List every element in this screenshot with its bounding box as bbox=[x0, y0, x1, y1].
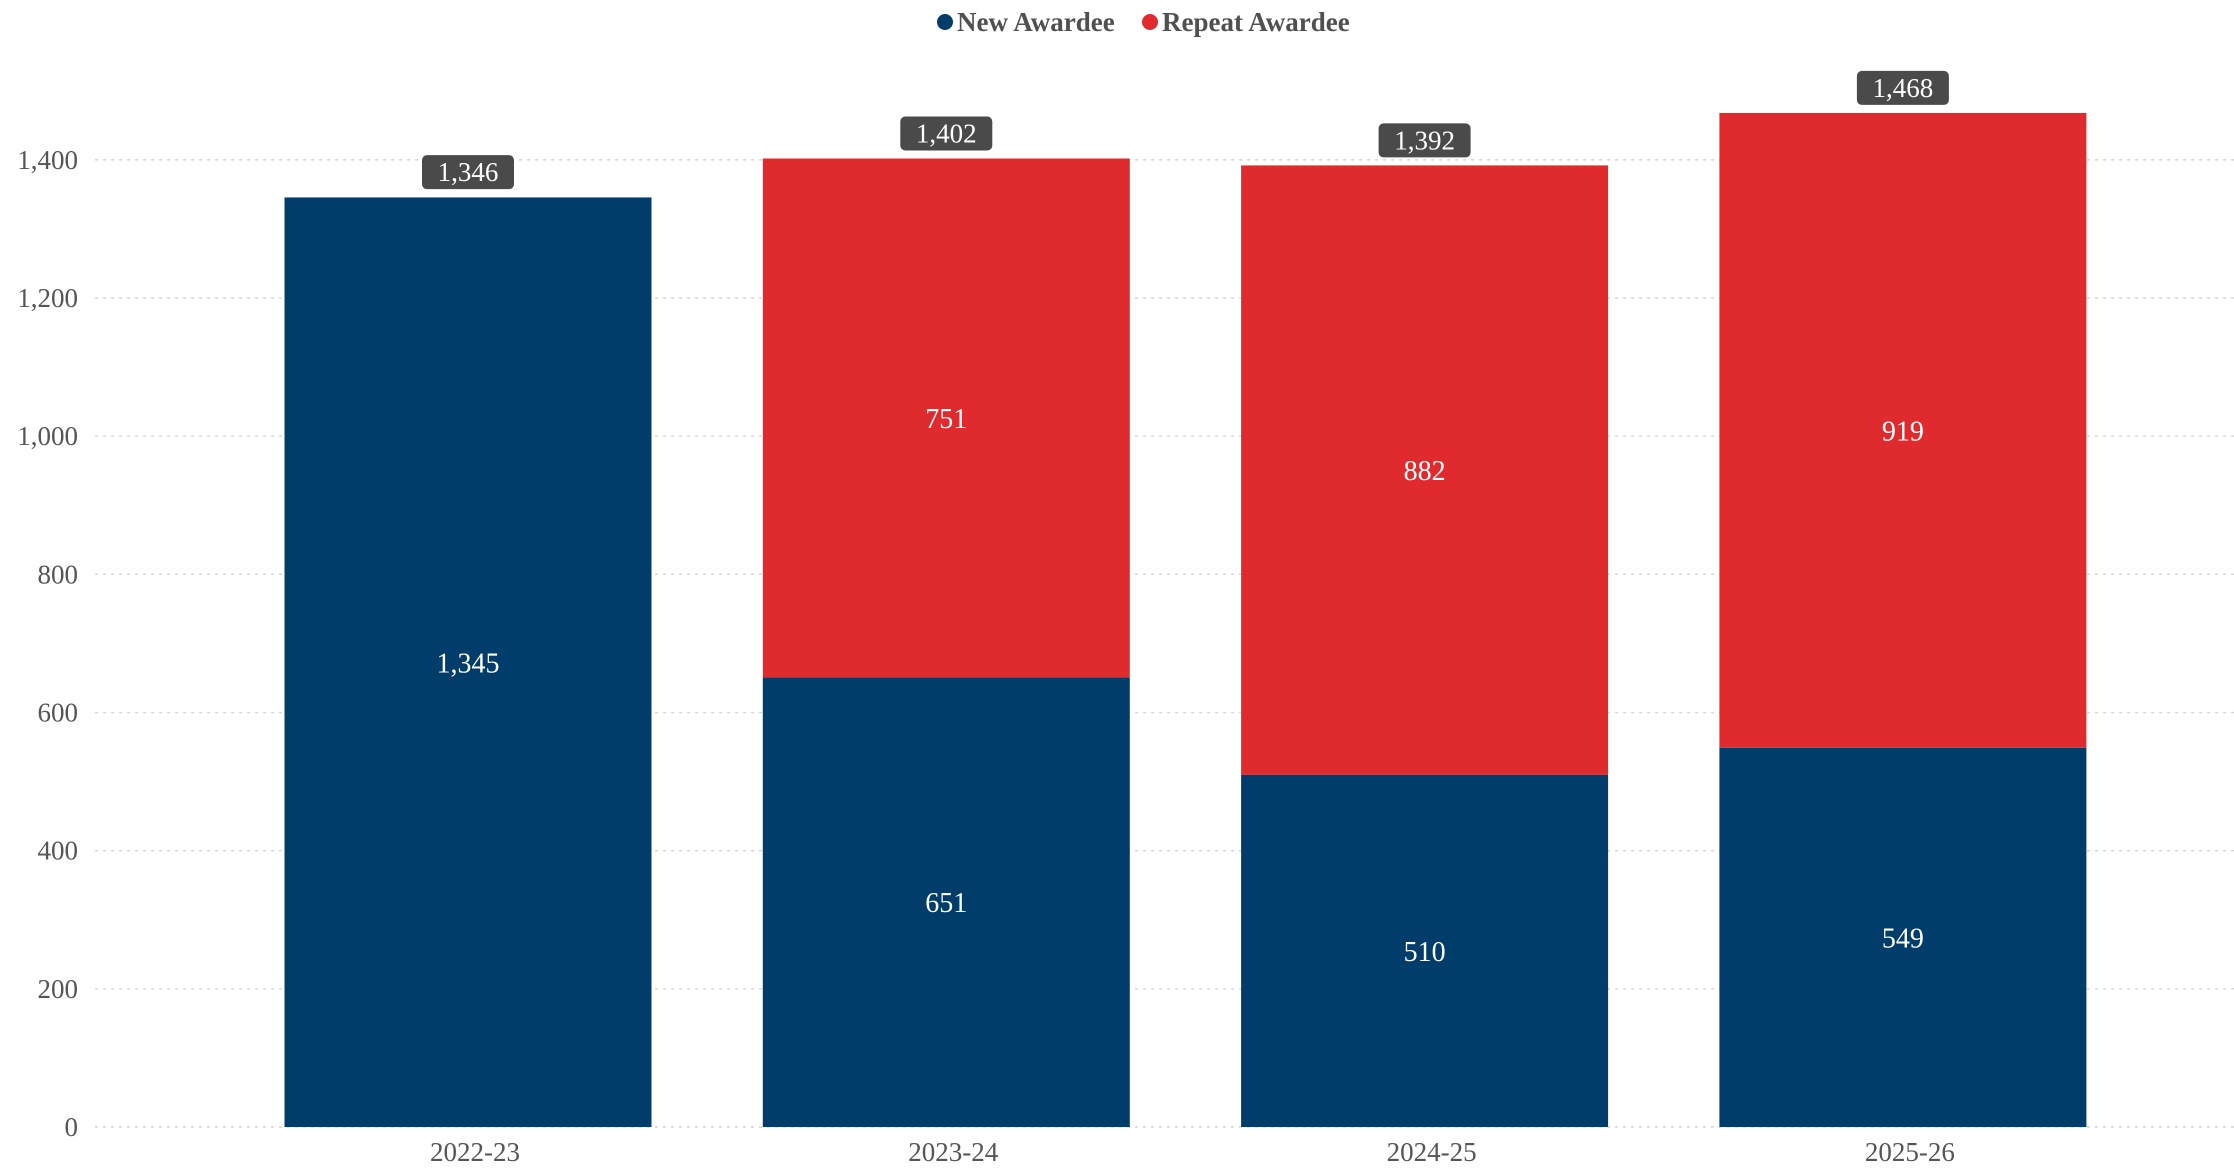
data-label: 751 bbox=[925, 404, 967, 435]
data-label: 651 bbox=[925, 888, 967, 919]
total-label: 1,392 bbox=[1394, 125, 1455, 155]
legend-marker bbox=[1142, 14, 1158, 30]
y-tick-label: 1,000 bbox=[17, 421, 78, 451]
x-tick-label: 2025-26 bbox=[1865, 1137, 1955, 1167]
y-tick-label: 1,400 bbox=[17, 145, 78, 175]
bar-segment-repeat-awardee bbox=[1241, 165, 1609, 775]
data-label: 919 bbox=[1882, 416, 1924, 447]
y-tick-label: 200 bbox=[38, 974, 79, 1004]
x-axis-ticks: 2022-23 2023-24 2024-25 2025-26 bbox=[430, 1137, 1955, 1167]
bar-segment-repeat-awardee bbox=[762, 158, 1130, 678]
bar-segment-repeat-awardee bbox=[1719, 112, 2087, 748]
y-tick-label: 1,200 bbox=[17, 283, 78, 313]
total-badge bbox=[1856, 70, 1949, 105]
y-tick-label: 800 bbox=[38, 559, 79, 589]
x-tick-label: 2023-24 bbox=[908, 1137, 998, 1167]
total-badge bbox=[900, 116, 993, 151]
x-tick-label: 2024-25 bbox=[1387, 1137, 1477, 1167]
bars bbox=[284, 112, 2087, 1127]
legend-label: New Awardee bbox=[957, 7, 1115, 37]
total-label: 1,468 bbox=[1873, 73, 1934, 103]
bar-segment-new-awardee bbox=[1241, 774, 1609, 1127]
bar-segment-repeat-awardee bbox=[284, 197, 652, 198]
data-label: 510 bbox=[1404, 937, 1446, 968]
data-label: 1,345 bbox=[437, 648, 500, 679]
y-tick-label: 600 bbox=[38, 698, 79, 728]
y-axis-ticks: 0 200 400 600 800 1,000 1,200 1,400 bbox=[17, 145, 78, 1142]
y-tick-label: 0 bbox=[65, 1112, 79, 1142]
legend-label: Repeat Awardee bbox=[1162, 7, 1350, 37]
data-labels: 1,345 1,346 651 751 1,402 510 882 1,392 549 919 1,… bbox=[422, 70, 1949, 968]
bar-segment-new-awardee bbox=[284, 197, 652, 1127]
data-label: 882 bbox=[1404, 456, 1446, 487]
bar-segment-new-awardee bbox=[1719, 747, 2087, 1127]
total-label: 1,346 bbox=[438, 157, 499, 187]
total-badge bbox=[422, 155, 514, 190]
bar-segment-new-awardee bbox=[762, 677, 1130, 1127]
legend-marker bbox=[937, 14, 953, 30]
data-label: 549 bbox=[1882, 923, 1924, 954]
legend: New Awardee Repeat Awardee bbox=[937, 7, 1350, 37]
x-tick-label: 2022-23 bbox=[430, 1137, 520, 1167]
total-badge bbox=[1378, 123, 1471, 158]
total-label: 1,402 bbox=[916, 118, 977, 148]
y-tick-label: 400 bbox=[38, 836, 79, 866]
